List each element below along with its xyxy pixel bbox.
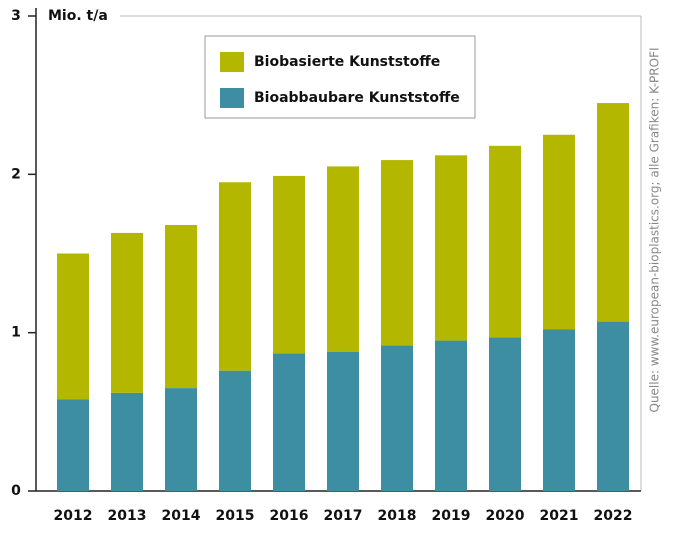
y-tick-label: 3 bbox=[11, 8, 21, 24]
x-tick-label: 2015 bbox=[216, 508, 255, 524]
legend-swatch bbox=[220, 52, 244, 72]
bar-segment bbox=[57, 253, 89, 400]
legend-label: Bioabbaubare Kunststoffe bbox=[254, 90, 460, 106]
y-tick-label: 0 bbox=[11, 483, 21, 499]
bar-segment bbox=[219, 182, 251, 371]
x-tick-label: 2017 bbox=[324, 508, 363, 524]
bar-segment bbox=[381, 345, 413, 491]
x-tick-label: 2018 bbox=[378, 508, 417, 524]
bar-segment bbox=[165, 225, 197, 389]
bar-segment bbox=[111, 232, 143, 393]
bar-segment bbox=[273, 353, 305, 491]
bar-segment bbox=[597, 103, 629, 322]
bar-segment bbox=[327, 351, 359, 491]
x-tick-label: 2016 bbox=[270, 508, 309, 524]
x-tick-label: 2021 bbox=[540, 508, 579, 524]
bar-segment bbox=[111, 392, 143, 491]
y-axis-label: Mio. t/a bbox=[48, 8, 108, 24]
legend-label: Biobasierte Kunststoffe bbox=[254, 54, 440, 70]
bar-segment bbox=[165, 388, 197, 491]
legend-swatch bbox=[220, 88, 244, 108]
bar-segment bbox=[327, 166, 359, 352]
x-tick-label: 2019 bbox=[432, 508, 471, 524]
bar-segment bbox=[57, 399, 89, 491]
x-tick-label: 2013 bbox=[108, 508, 147, 524]
legend-box bbox=[204, 35, 476, 119]
bar-segment bbox=[543, 329, 575, 491]
bar-segment bbox=[489, 145, 521, 338]
source: Quelle: www.european-bioplastics.org; al… bbox=[648, 47, 662, 412]
bar-segment bbox=[273, 175, 305, 354]
bar-segment bbox=[435, 155, 467, 341]
bar-segment bbox=[489, 337, 521, 491]
y-tick-label: 1 bbox=[11, 325, 21, 341]
bar-segment bbox=[435, 340, 467, 491]
x-tick-label: 2022 bbox=[594, 508, 633, 524]
bar-segment bbox=[219, 370, 251, 491]
x-tick-label: 2020 bbox=[486, 508, 525, 524]
bar-segment bbox=[597, 321, 629, 491]
y-tick-label: 2 bbox=[11, 166, 21, 182]
bar-segment bbox=[381, 160, 413, 346]
x-tick-label: 2012 bbox=[54, 508, 93, 524]
x-tick-label: 2014 bbox=[162, 508, 201, 524]
bar-segment bbox=[543, 134, 575, 330]
